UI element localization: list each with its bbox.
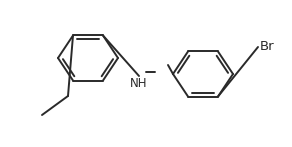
Text: Br: Br xyxy=(260,41,274,54)
Text: NH: NH xyxy=(130,77,148,90)
